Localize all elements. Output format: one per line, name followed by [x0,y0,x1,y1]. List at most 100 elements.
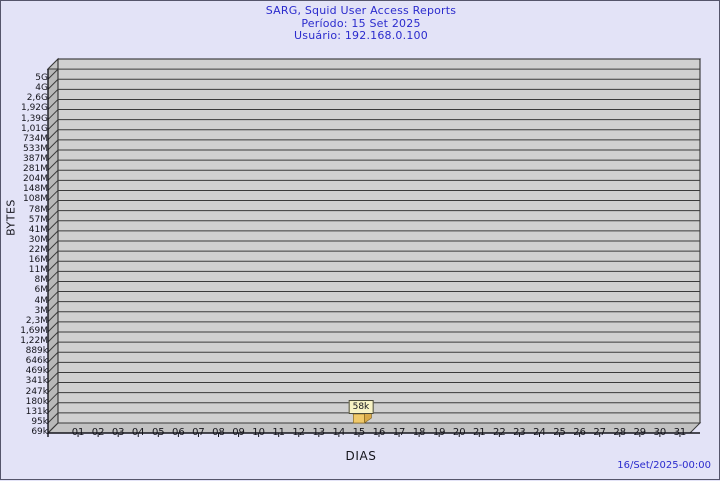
y-axis-tick-label: 5G [35,73,48,84]
y-axis-tick-label: 69k [31,427,48,437]
x-axis-tick-label: 10 [252,427,265,438]
y-axis-tick-label: 1,39G [20,113,48,124]
x-axis-tick-label: 26 [573,427,586,438]
y-axis-tick-label: 4M [34,295,49,306]
x-axis-tick-labels: 01 02 03 04 05 06 07 08 09 10 11 12 13 14 15 16 17 18 19 20… [1,427,720,443]
y-tick-mark [47,291,59,302]
y-tick-mark [47,250,59,262]
x-axis-tick-label: 06 [172,427,185,438]
y-axis-tick-label: 533M [23,143,48,154]
y-axis-tick-label: 2,6G [26,93,48,104]
x-tick-marks [77,433,681,437]
y-axis-tick-label: 131k [25,406,48,417]
y-axis-tick-label: 41M [28,224,48,235]
x-axis-tick-label: 29 [633,427,647,438]
y-tick-mark [47,341,59,353]
y-axis-tick-label: 387M [23,154,48,164]
x-axis-tick-label: 01 [71,427,85,438]
x-axis-tick-label: 08 [212,427,225,438]
y-axis-title: BYTES [4,199,18,236]
y-tick-mark [47,392,59,404]
y-tick-mark [47,78,59,90]
gridlines [58,68,700,424]
x-axis-tick-label: 13 [312,427,326,438]
data-bar-front-face [353,413,365,424]
y-tick-mark [47,301,59,313]
y-tick-mark [47,270,59,282]
y-axis-tick-label: 148M [23,184,48,195]
y-tick-mark [47,230,59,242]
x-axis-tick-label: 02 [91,427,105,438]
y-tick-mark [47,361,59,373]
x-axis-tick-label: 20 [452,427,466,438]
x-axis-tick-label: 22 [493,427,506,438]
x-axis-tick-label: 23 [513,427,526,438]
y-axis-tick-label: 6M [34,285,49,296]
generated-timestamp: 16/Set/2025-00:00 [617,460,711,471]
x-axis-tick-label: 19 [432,427,446,438]
y-axis-tick-label: 1,69M [20,325,48,336]
y-axis-tick-label: 1,01G [20,123,48,134]
y-axis-tick-label: 341k [25,376,48,387]
y-tick-mark [47,281,59,292]
y-axis-tick-label: 57M [28,214,48,225]
y-axis-tick-label: 247k [25,386,48,397]
y-tick-mark [47,351,59,363]
x-axis-tick-label: 21 [472,427,486,438]
y-tick-mark [47,240,59,252]
y-tick-mark [47,129,59,141]
y-axis-tick-label: 95k [31,416,48,427]
y-axis-tick-label: 11M [28,265,48,276]
y-tick-mark [47,190,59,201]
x-axis-tick-label: 18 [412,427,426,438]
y-tick-mark [47,422,59,434]
y-tick-mark [47,260,59,272]
y-axis-tick-label: 3M [34,305,49,316]
x-axis-title: DIAS [345,449,377,463]
y-tick-mark [47,200,59,211]
x-axis-tick-label: 11 [272,427,286,438]
y-tick-mark [47,169,59,181]
x-axis-tick-label: 31 [673,427,687,438]
y-axis-tick-label: 108M [23,194,48,205]
y-axis-tick-label: 8M [34,275,49,286]
y-tick-mark [47,321,59,333]
report-user: Usuário: 192.168.0.100 [294,29,428,42]
y-tick-mark [47,220,59,232]
y-axis-tick-label: 889k [25,346,48,357]
y-axis-tick-label: 78M [28,204,48,215]
x-axis-tick-label: 03 [111,427,125,438]
x-axis-tick-label: 09 [232,427,245,438]
y-axis-tick-label: 1,92G [20,103,48,114]
y-axis-tick-label: 180k [25,396,48,407]
y-axis-tick-label: 16M [28,255,48,266]
y-axis-tick-label: 4G [35,83,48,94]
y-axis-tick-label: 281M [23,164,48,175]
y-axis-tick-labels: 5G 4G 2,6G 1,92G 1,39G 1,01G 734M 533M 387M 281M 2… [1,1,48,481]
y-tick-mark [47,68,59,80]
data-bar-value-label: 58k [348,400,374,414]
x-axis-tick-label: 17 [392,427,406,438]
y-tick-mark [47,139,59,151]
y-tick-mark [47,402,59,414]
y-tick-mark [47,372,59,383]
x-axis-tick-label: 12 [292,427,306,438]
report-period: Período: 15 Set 2025 [301,16,421,30]
y-tick-marks [47,68,59,434]
x-axis-tick-label: 28 [613,427,627,438]
x-axis-tick-label: 25 [553,427,566,438]
y-axis-tick-label: 2,3M [25,315,48,326]
page-title: SARG, Squid User Access Reports [265,4,457,17]
y-tick-mark [47,210,59,222]
x-axis-tick-label: 07 [192,427,205,438]
x-axis-tick-label: 04 [131,427,145,438]
x-axis-tick-label: 14 [332,427,346,438]
x-axis-tick-label: 27 [593,427,607,438]
y-tick-mark [47,382,59,393]
y-tick-mark [47,179,59,191]
y-tick-mark [47,149,59,161]
